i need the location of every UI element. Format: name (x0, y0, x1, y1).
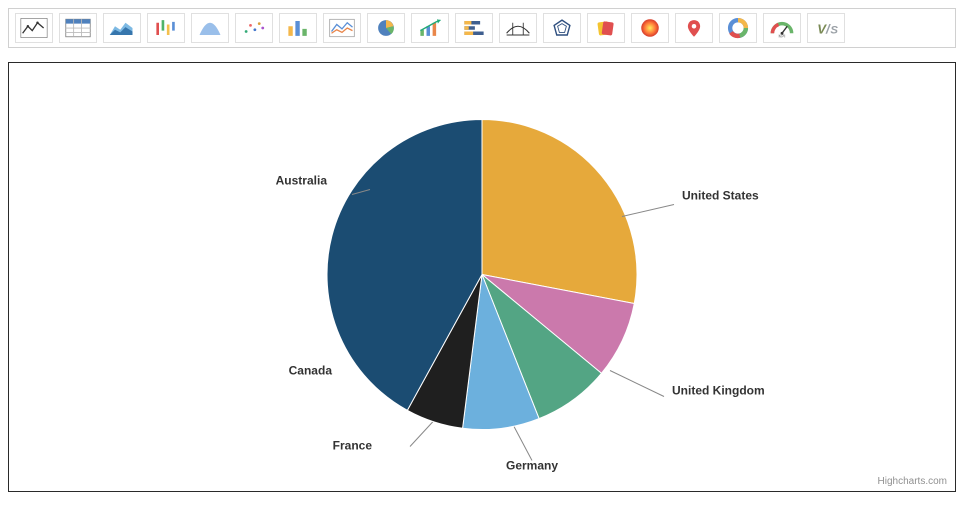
pie-slice[interactable] (482, 120, 637, 304)
radar-icon[interactable] (543, 13, 581, 43)
bell-curve-icon[interactable] (191, 13, 229, 43)
label-connector (610, 371, 664, 397)
svg-text:S: S (830, 24, 838, 36)
pie-chart: United States United Kingdom Germany France… (102, 70, 862, 485)
slice-label: France (333, 439, 373, 453)
gauge-kpi-icon[interactable]: KPI (763, 13, 801, 43)
area-chart-icon[interactable] (103, 13, 141, 43)
slice-label: United Kingdom (672, 384, 765, 398)
line-chart-icon[interactable] (15, 13, 53, 43)
label-connector (410, 421, 434, 447)
svg-text:KPI: KPI (778, 34, 785, 39)
heatmap-icon[interactable] (631, 13, 669, 43)
scatter-icon[interactable] (235, 13, 273, 43)
slice-label: Canada (289, 364, 333, 378)
combo-chart-icon[interactable] (323, 13, 361, 43)
donut-icon[interactable] (719, 13, 757, 43)
pin-icon[interactable] (675, 13, 713, 43)
stacked-bar-icon[interactable] (455, 13, 493, 43)
pie-chart-icon[interactable] (367, 13, 405, 43)
label-connector (514, 427, 532, 461)
chart-panel: United States United Kingdom Germany France… (8, 62, 956, 492)
chart-credits[interactable]: Highcharts.com (878, 476, 947, 487)
cards-icon[interactable] (587, 13, 625, 43)
chart-type-toolbar: KPI V/S (8, 8, 956, 48)
label-connector (622, 205, 674, 217)
data-table-icon[interactable] (59, 13, 97, 43)
candlestick-icon[interactable] (147, 13, 185, 43)
slice-label: Australia (276, 174, 328, 188)
trend-chart-icon[interactable] (411, 13, 449, 43)
bridge-icon[interactable] (499, 13, 537, 43)
slice-label: United States (682, 189, 759, 203)
vs-icon[interactable]: V/S (807, 13, 845, 43)
bar-chart-icon[interactable] (279, 13, 317, 43)
slice-label: Germany (506, 459, 558, 473)
